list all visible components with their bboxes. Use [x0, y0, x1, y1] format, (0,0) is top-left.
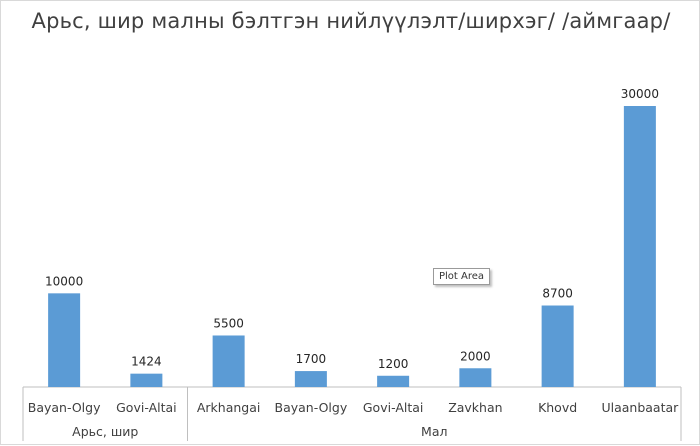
group-label: Арьс, шир	[72, 424, 138, 439]
bar	[377, 375, 410, 387]
bar	[294, 371, 327, 387]
bar	[623, 106, 656, 387]
data-label: 8700	[542, 287, 573, 301]
bar	[212, 335, 245, 387]
group-label: Мал	[421, 424, 447, 439]
data-label: 1700	[296, 352, 327, 366]
data-label: 5500	[213, 316, 244, 330]
chart-title: Арьс, шир малны бэлтгэн нийлүүлэлт/ширхэ…	[31, 9, 671, 33]
bar	[541, 305, 574, 387]
data-label: 1200	[378, 357, 409, 371]
tick-label: Govi-Altai	[116, 400, 177, 415]
data-label: 10000	[45, 274, 83, 288]
tick-label: Khovd	[538, 400, 577, 415]
data-label: 30000	[621, 87, 659, 101]
tick-label: Bayan-Olgy	[28, 400, 101, 415]
plot-area-tooltip: Plot Area	[433, 268, 491, 285]
tick-label: Govi-Altai	[363, 400, 424, 415]
data-label: 2000	[460, 349, 491, 363]
data-label: 1424	[131, 355, 162, 369]
bar	[48, 293, 81, 387]
bar	[459, 368, 492, 387]
tick-label: Arkhangai	[197, 400, 261, 415]
tick-label: Bayan-Olgy	[275, 400, 348, 415]
tick-label: Zavkhan	[448, 400, 502, 415]
tick-label: Ulaanbaatar	[601, 400, 679, 415]
bar	[130, 373, 163, 387]
